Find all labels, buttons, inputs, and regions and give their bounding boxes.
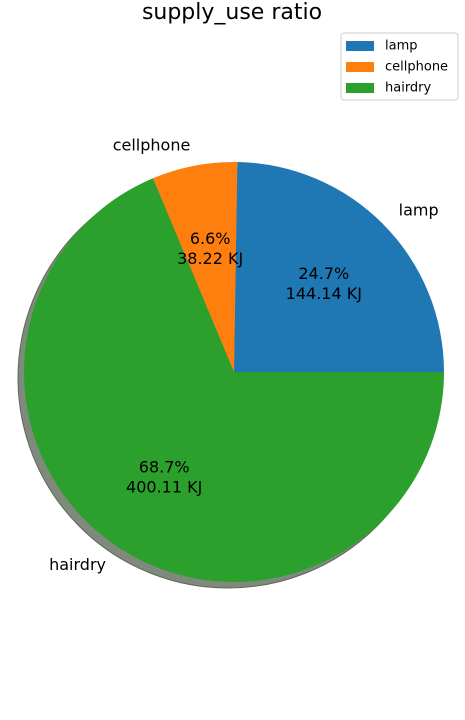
chart-title: supply_use ratio [142, 0, 322, 25]
legend-label-lamp: lamp [385, 39, 418, 54]
pie-slice-lamp [234, 162, 444, 372]
pie-slice-cellphone [152, 162, 238, 372]
slice-percent-cellphone: 6.6% [190, 229, 231, 248]
slice-percent-lamp: 24.7% [298, 264, 349, 283]
pie-slice-hairdry [24, 178, 445, 582]
legend-label-cellphone: cellphone [385, 60, 448, 75]
legend: lamp cellphone hairdry [340, 32, 459, 101]
slice-label-hairdry: hairdry [49, 555, 106, 574]
pie-labels: lamp 24.7%144.14 KJ cellphone 6.6%38.22 KJ h… [49, 136, 439, 574]
slice-value-lamp: 144.14 KJ [286, 284, 362, 303]
legend-swatch-cellphone [346, 62, 374, 72]
slice-label-lamp: lamp [399, 200, 439, 219]
legend-label-hairdry: hairdry [385, 81, 432, 96]
legend-swatch-lamp [346, 41, 374, 51]
slice-value-cellphone: 38.22 KJ [177, 249, 243, 268]
pie-slices [24, 162, 445, 582]
slice-value-hairdry: 400.11 KJ [126, 477, 202, 496]
slice-percent-hairdry: 68.7% [139, 457, 190, 476]
slice-label-cellphone: cellphone [113, 136, 191, 155]
legend-swatch-hairdry [346, 83, 374, 93]
